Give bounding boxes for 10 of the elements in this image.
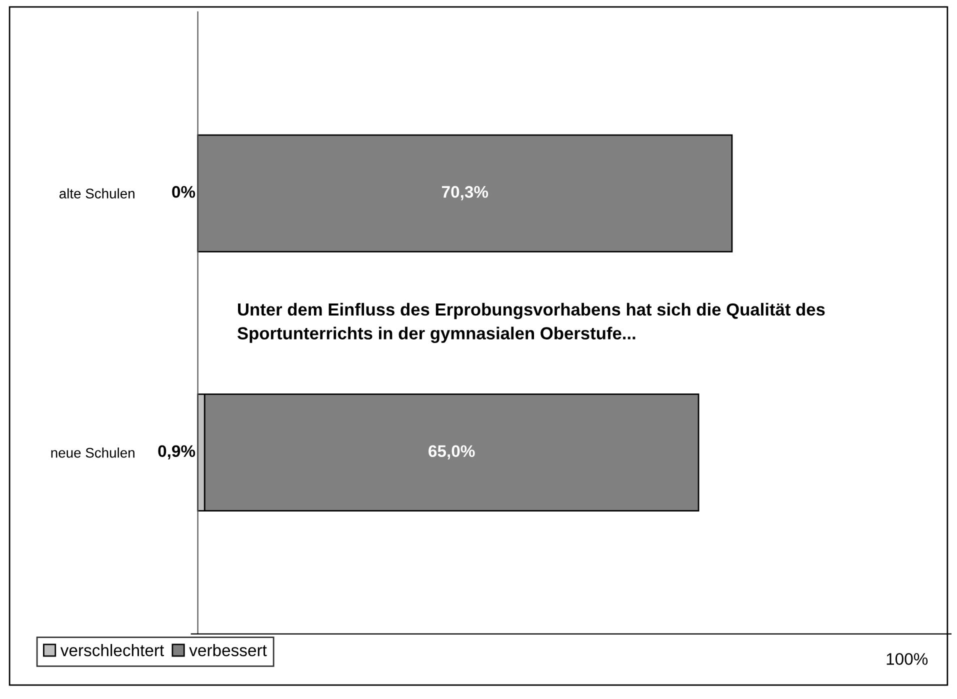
legend-label: verschlechtert <box>60 644 164 656</box>
legend-label: verbessert <box>189 644 267 656</box>
annotation: Unter dem Einfluss des Erprobungsvorhabens hat sich die Qualität des Sportunterrichts in der gymnasialen Oberstufe... <box>237 302 825 343</box>
data-label: 65,0% <box>428 445 475 460</box>
y-tick-label: alte Schulen <box>59 188 134 198</box>
y-tick-label: neue Schulen <box>51 448 134 458</box>
data-label: 0% <box>172 186 196 198</box>
data-label: 70,3% <box>442 186 488 200</box>
text: 100% <box>886 653 928 665</box>
data-label: 0,9% <box>158 445 196 460</box>
